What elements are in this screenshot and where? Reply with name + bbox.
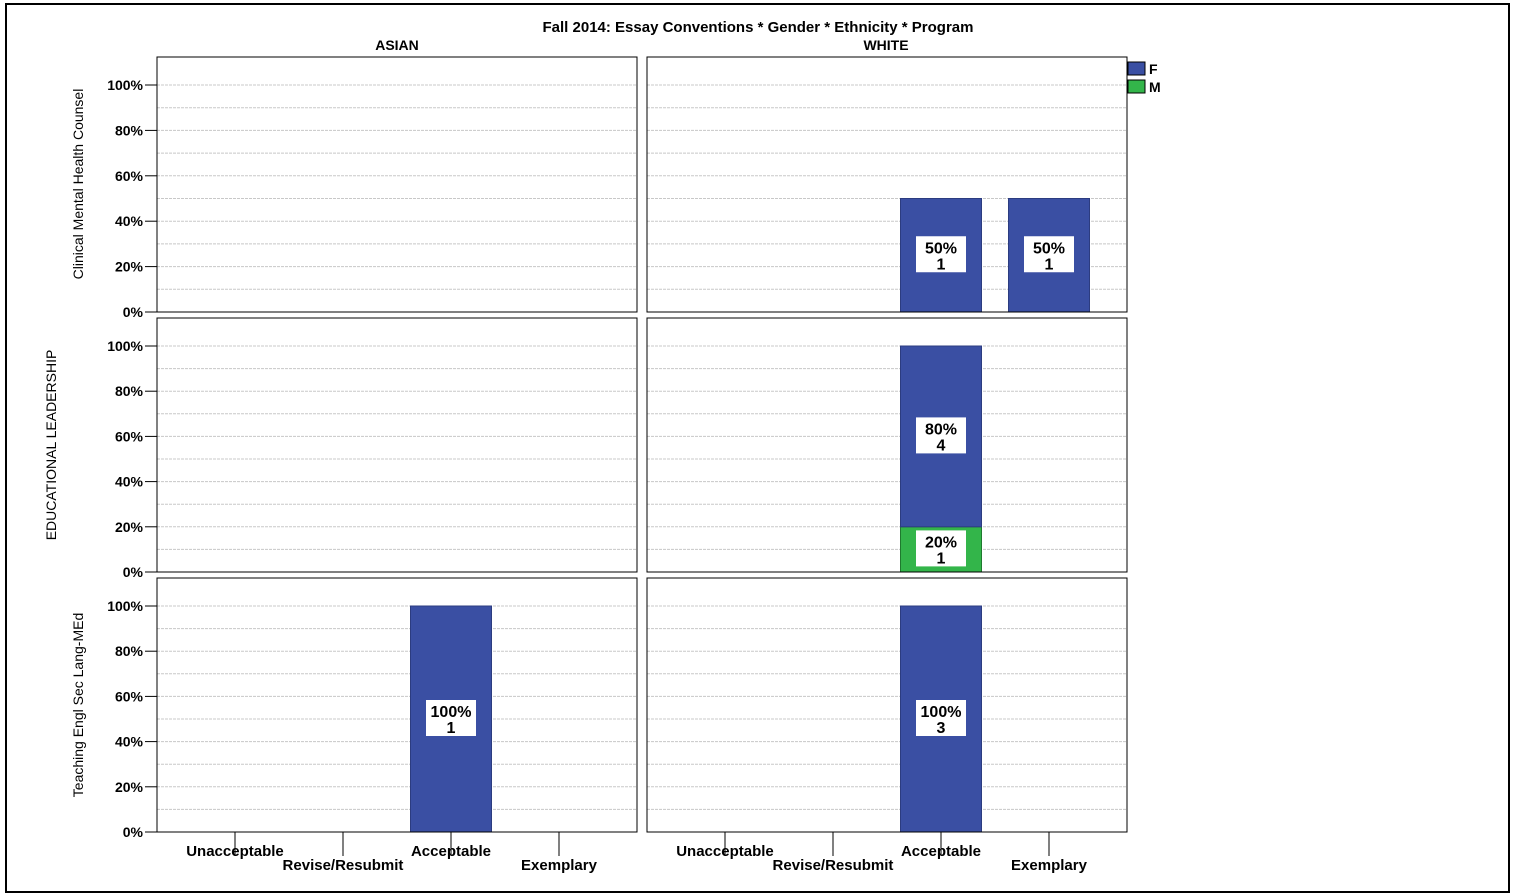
chart-title: Fall 2014: Essay Conventions * Gender * …: [543, 19, 974, 36]
y-tick-label: 40%: [115, 474, 144, 490]
x-category-label: Revise/Resubmit: [773, 857, 894, 874]
data-label-count: 1: [447, 720, 456, 737]
panel-background: [647, 318, 1127, 572]
y-tick-label: 0%: [123, 304, 144, 320]
data-label-count: 4: [937, 437, 946, 454]
y-tick-label: 0%: [123, 824, 144, 840]
y-tick-label: 40%: [115, 213, 144, 229]
y-tick-label: 20%: [115, 519, 144, 535]
panel-background: [157, 318, 637, 572]
data-label-percent: 100%: [431, 704, 472, 721]
row-label-clinical-mental-health: Clinical Mental Health Counsel: [70, 89, 86, 280]
data-label-count: 1: [937, 256, 946, 273]
data-label-count: 1: [1045, 256, 1054, 273]
panel-border: [156, 577, 638, 833]
data-label-percent: 50%: [1033, 240, 1065, 257]
data-label-percent: 50%: [925, 240, 957, 257]
data-label-box: [426, 700, 476, 736]
data-label-count: 3: [937, 720, 946, 737]
y-tick-label: 60%: [115, 428, 144, 444]
legend-swatch-f: [1127, 61, 1146, 76]
x-category-label: Exemplary: [1011, 857, 1088, 874]
panel-border: [646, 317, 1128, 573]
column-header-asian: ASIAN: [375, 37, 419, 53]
legend: FM: [1127, 61, 1161, 95]
data-label-count: 1: [937, 550, 946, 567]
data-label-percent: 80%: [925, 421, 957, 438]
y-tick-label: 80%: [115, 122, 144, 138]
panel-border: [646, 56, 1128, 313]
y-tick-label: 80%: [115, 383, 144, 399]
y-tick-label: 80%: [115, 643, 144, 659]
legend-label-m: M: [1149, 79, 1161, 95]
data-label-box: [916, 417, 966, 454]
row-label-educational-leadership: EDUCATIONAL LEADERSHIP: [43, 350, 59, 541]
data-label-percent: 100%: [921, 704, 962, 721]
panel-background: [157, 57, 637, 312]
y-tick-label: 40%: [115, 734, 144, 750]
x-category-label: Exemplary: [521, 857, 598, 874]
y-tick-label: 100%: [107, 598, 143, 614]
x-category-label: Acceptable: [901, 843, 981, 860]
x-category-label: Acceptable: [411, 843, 491, 860]
x-category-label: Unacceptable: [186, 843, 284, 860]
data-label-box: [916, 530, 966, 567]
legend-label-f: F: [1149, 61, 1158, 77]
y-tick-label: 60%: [115, 688, 144, 704]
data-label-box: [916, 236, 966, 273]
data-label-box: [916, 700, 966, 736]
y-tick-label: 60%: [115, 168, 144, 184]
y-tick-label: 100%: [107, 77, 143, 93]
x-category-label: Unacceptable: [676, 843, 774, 860]
row-label-teaching-engl: Teaching Engl Sec Lang-MEd: [70, 613, 86, 797]
column-header-white: WHITE: [863, 37, 908, 53]
data-label-percent: 20%: [925, 534, 957, 551]
panel-border: [156, 317, 638, 573]
panel-border: [156, 56, 638, 313]
x-category-label: Revise/Resubmit: [283, 857, 404, 874]
panel-border: [646, 577, 1128, 833]
panel-background: [647, 578, 1127, 832]
panel-background: [157, 578, 637, 832]
y-tick-label: 20%: [115, 779, 144, 795]
data-label-box: [1024, 236, 1074, 273]
y-tick-label: 0%: [123, 564, 144, 580]
y-tick-label: 100%: [107, 338, 143, 354]
legend-swatch-m: [1127, 79, 1146, 94]
y-tick-label: 20%: [115, 259, 144, 275]
